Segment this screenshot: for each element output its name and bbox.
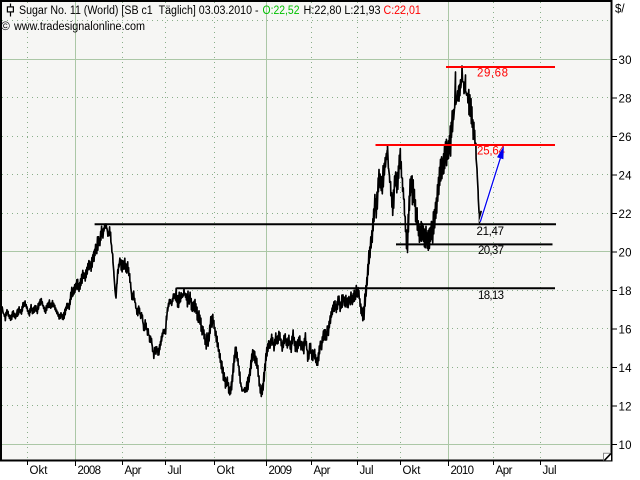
svg-text:O:22,52: O:22,52: [263, 5, 300, 17]
svg-text:www.tradesignalonline.com: www.tradesignalonline.com: [13, 21, 145, 33]
svg-text:Apr: Apr: [125, 465, 142, 477]
svg-text:Apr: Apr: [314, 465, 331, 477]
svg-text:Apr: Apr: [496, 465, 513, 477]
svg-text:2010: 2010: [451, 465, 475, 477]
svg-text:28: 28: [619, 94, 632, 106]
svg-text:Okt: Okt: [217, 465, 236, 477]
svg-text:C:22,01: C:22,01: [384, 5, 421, 17]
svg-text:12: 12: [619, 402, 632, 414]
svg-text:29,68: 29,68: [477, 67, 508, 79]
svg-text:Okt: Okt: [30, 465, 49, 477]
svg-text:26: 26: [619, 132, 632, 144]
svg-text:18,13: 18,13: [478, 290, 504, 302]
svg-text:Jul: Jul: [543, 465, 557, 477]
svg-text:Sugar No. 11 (World) [SB c1 T: Sugar No. 11 (World) [SB c1 Täglich] 03.…: [19, 5, 259, 17]
svg-text:21,47: 21,47: [477, 226, 505, 238]
svg-text:H:22,80 L:21,93: H:22,80 L:21,93: [304, 5, 381, 17]
svg-text:18: 18: [619, 286, 632, 298]
svg-text:30: 30: [619, 55, 632, 67]
svg-text:Jul: Jul: [168, 465, 182, 477]
svg-text:20,37: 20,37: [478, 245, 504, 257]
svg-text:16: 16: [619, 325, 632, 337]
svg-text:25,64: 25,64: [477, 145, 506, 157]
svg-text:22: 22: [619, 209, 632, 221]
svg-text:24: 24: [619, 171, 633, 183]
svg-text:2009: 2009: [269, 465, 293, 477]
svg-text:$/: $/: [615, 4, 625, 16]
svg-text:10: 10: [619, 440, 632, 452]
svg-text:Jul: Jul: [360, 465, 374, 477]
svg-text:14: 14: [619, 363, 633, 375]
svg-text:20: 20: [619, 248, 632, 260]
svg-text:2008: 2008: [78, 465, 102, 477]
svg-text:Okt: Okt: [403, 465, 422, 477]
svg-text:©: ©: [1, 19, 10, 33]
